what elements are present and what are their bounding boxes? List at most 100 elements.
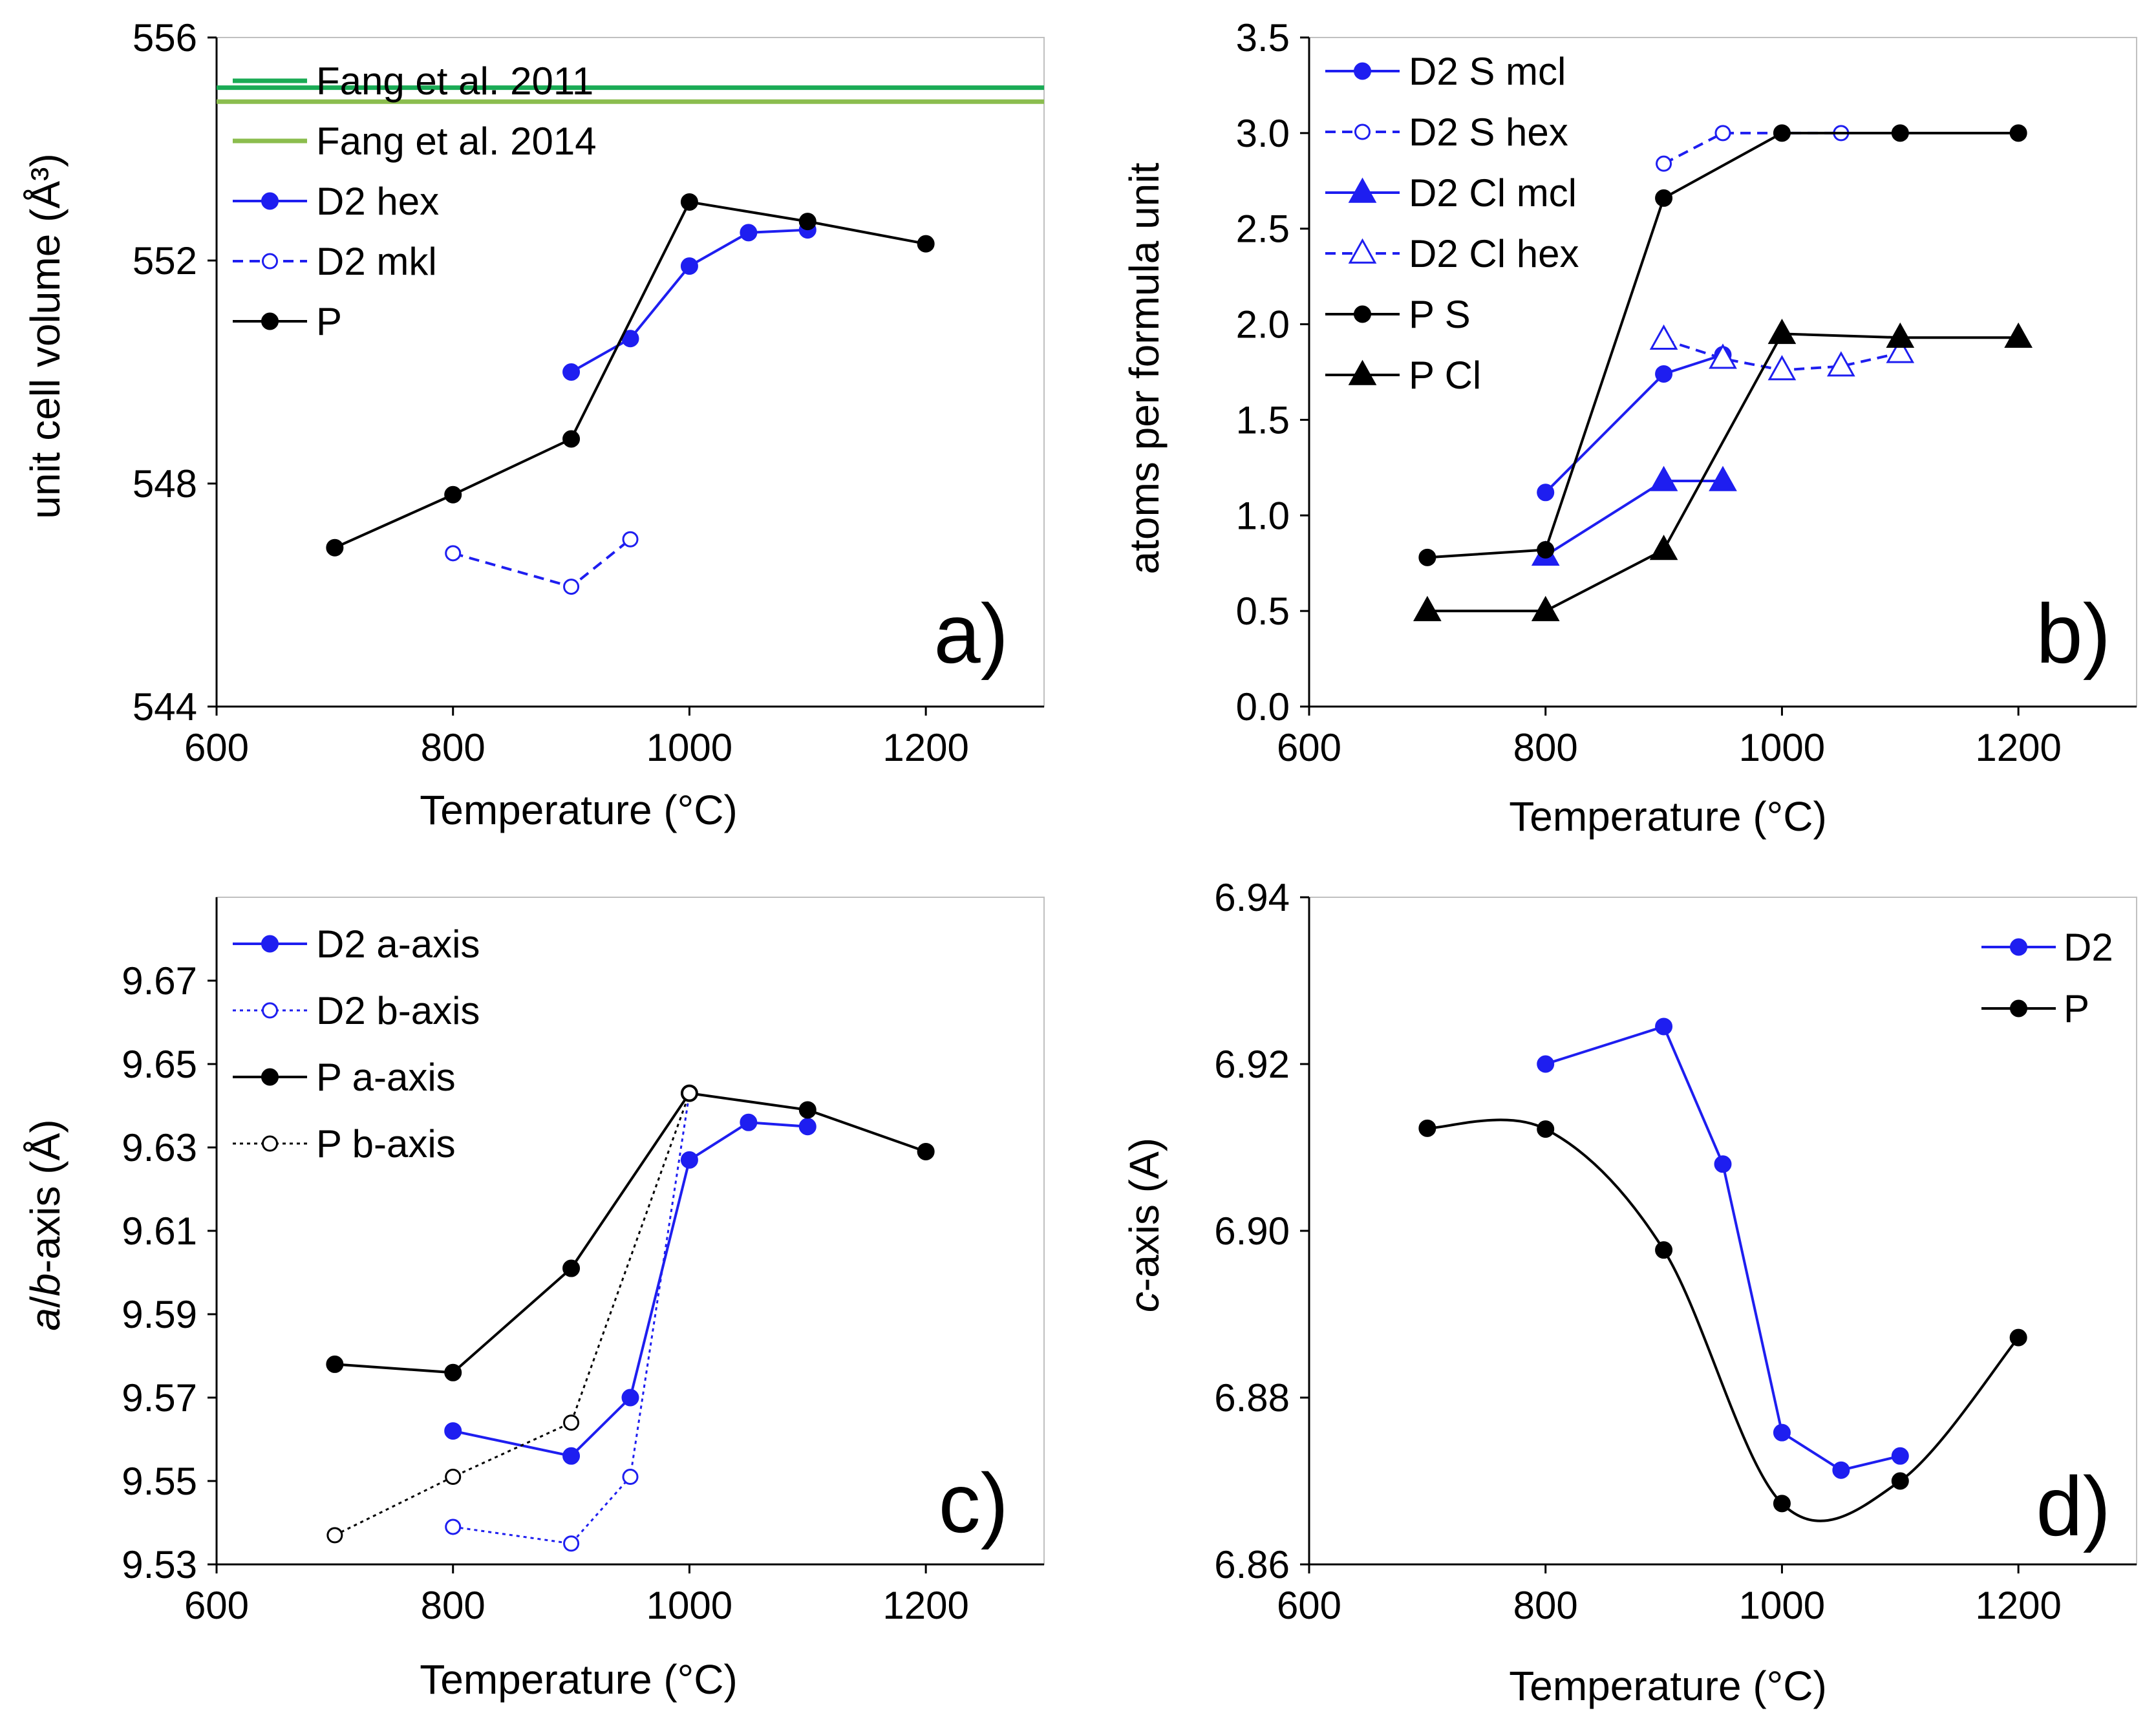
panel-b-series-line-p-s	[1427, 131, 2019, 559]
panel-d-series-d2	[1537, 1017, 1909, 1479]
panel-c-y-tick-label: 9.67	[122, 959, 197, 1003]
panel-c-data-point-d2-a-axis	[444, 1422, 462, 1440]
panel-c-legend-label-p-b-axis: P b-axis	[316, 1122, 456, 1166]
panel-b-label: b)	[2036, 586, 2111, 681]
panel-c-data-point-p-a-axis	[798, 1101, 817, 1119]
panel-c-data-point-p-b-axis	[326, 1527, 343, 1544]
panel-d-data-point-p	[1891, 1472, 1909, 1490]
panel-b-data-point-d2-cl-hex	[1709, 343, 1737, 369]
panel-b-legend-label-d2-cl-hex: D2 Cl hex	[1409, 232, 1579, 275]
panel-a-data-point-d2-hex	[562, 363, 581, 381]
panel-a-data-point-d2-mkl	[563, 579, 580, 595]
panel-b-x-tick-label: 1000	[1739, 726, 1825, 769]
panel-c-label: c)	[939, 1456, 1009, 1550]
panel-b-data-point-p-s	[1537, 541, 1555, 559]
panel-a-legend-label-d2-mkl: D2 mkl	[316, 240, 437, 283]
panel-d-legend-label-d2: D2	[2064, 926, 2113, 969]
panel-c-x-tick-label: 600	[184, 1584, 249, 1627]
panel-d-x-tick-label: 800	[1513, 1584, 1578, 1627]
panel-b-series-d2-cl-hex	[1649, 324, 1915, 381]
panel-a-y-axis-title: unit cell volume (Å³)	[22, 153, 69, 519]
panel-a-legend: Fang et al. 2011 Fang et al. 2014 D2 hex D2…	[233, 59, 597, 343]
panel-d-y-title-rest: -axis (A)	[1121, 1138, 1168, 1292]
panel-a-legend-label-d2-hex: D2 hex	[316, 180, 439, 223]
panel-c-series-line-p-a-axis	[334, 1091, 926, 1374]
panel-b-legend-label-d2-s-mcl: D2 S mcl	[1409, 50, 1566, 93]
panel-c-y-tick-label: 9.59	[122, 1293, 197, 1336]
panel-d-y-axis-title: c-axis (A)	[1121, 1138, 1168, 1312]
panel-c-plot: 9.53 9.55 9.57 9.59 9.61 9.63 9.65 9.67 600 800 10…	[122, 897, 1045, 1627]
panel-a-y-tick-label: 544	[133, 685, 197, 729]
panel-d-data-point-d2	[1773, 1423, 1791, 1442]
panel-c-y-tick-label: 9.55	[122, 1460, 197, 1503]
panel-a-data-point-p	[917, 235, 935, 253]
panel-c-x-axis-title: Temperature (°C)	[420, 1656, 738, 1703]
panel-b-legend-marker-d2-s-mcl	[1354, 62, 1371, 80]
panel-c-legend-marker-d2-a-axis	[261, 935, 279, 953]
panel-b-data-point-d2-cl-hex	[1767, 355, 1797, 381]
panel-a-x-tick-label: 1200	[882, 726, 968, 769]
panel-a-data-point-p	[444, 485, 462, 504]
panel-c-legend-marker-d2-b-axis	[262, 1002, 278, 1019]
panel-b-data-point-p-cl	[1649, 535, 1678, 560]
panel-b-data-point-d2-cl-hex	[1886, 337, 1915, 363]
panel-c-data-point-d2-a-axis	[562, 1447, 581, 1465]
panel-b: 0.0 0.5 1.0 1.5 2.0 2.5 3.0 3.5 600 800 1000 1200 D2…	[1121, 16, 2137, 840]
panel-b-data-point-p-cl	[1531, 595, 1560, 621]
panel-a-legend-marker-d2-hex	[261, 192, 279, 210]
panel-b-data-point-p-cl	[1886, 322, 1915, 348]
panel-c-data-point-d2-b-axis	[622, 1469, 639, 1486]
panel-b-data-point-p-cl	[1767, 318, 1797, 345]
panel-b-legend-marker-d2-cl-mcl	[1348, 177, 1377, 203]
panel-a-legend-marker-p	[261, 312, 279, 330]
panel-b-y-tick-label: 3.5	[1236, 16, 1290, 59]
panel-b-series-p-cl	[1413, 318, 2033, 621]
panel-c-data-point-d2-a-axis	[680, 1151, 698, 1169]
panel-c-legend: D2 a-axis D2 b-axis P a-axis P b-axis	[233, 922, 480, 1166]
panel-b-x-tick-label: 1200	[1975, 726, 2061, 769]
panel-b-legend-label-p-s: P S	[1409, 293, 1471, 336]
panel-c-data-point-p-a-axis	[326, 1355, 344, 1373]
panel-b-data-point-p-cl	[2004, 322, 2033, 348]
panel-a-series-d2-mkl	[445, 531, 639, 595]
panel-c-legend-marker-p-b-axis	[262, 1135, 278, 1152]
panel-c-data-point-p-b-axis	[563, 1414, 580, 1431]
panel-b-x-tick-label: 800	[1513, 726, 1578, 769]
panel-b-data-point-p-s	[1655, 189, 1673, 207]
panel-c-series-line-p-b-axis	[334, 1092, 690, 1537]
panel-b-y-tick-label: 3.0	[1236, 112, 1290, 155]
panel-c-series-line-d2-b-axis	[453, 1092, 690, 1545]
panel-c-legend-marker-p-a-axis	[261, 1068, 279, 1086]
panel-d-data-point-p	[1537, 1120, 1555, 1138]
panel-a-x-tick-label: 1000	[646, 726, 732, 769]
panel-c-legend-label-d2-a-axis: D2 a-axis	[316, 922, 480, 966]
panel-c-y-tick-label: 9.63	[122, 1126, 197, 1169]
panel-c-y-axis-title: a/b-axis (Å)	[22, 1119, 69, 1330]
panel-c-series-p-b-axis	[326, 1085, 698, 1544]
panel-c-y-title-a: a	[22, 1308, 69, 1331]
panel-c-y-tick-label: 9.57	[122, 1376, 197, 1420]
panel-a-plot: 544 548 552 556 600 800 1000 1200 Fang et al. 20…	[133, 16, 1045, 769]
panel-a-data-point-p	[680, 193, 698, 211]
panel-b-y-tick-label: 1.5	[1236, 398, 1290, 442]
panel-c-data-point-p-a-axis	[917, 1142, 935, 1160]
panel-a-data-point-p	[326, 538, 344, 557]
panel-b-y-tick-label: 0.0	[1236, 685, 1290, 729]
panel-b-legend: D2 S mcl D2 S hex D2 Cl mcl D2 Cl hex P S P C…	[1325, 50, 1579, 397]
panel-b-y-tick-label: 2.0	[1236, 303, 1290, 346]
panel-c-data-point-p-a-axis	[444, 1363, 462, 1381]
panel-c-data-point-d2-b-axis	[563, 1535, 580, 1552]
panel-b-data-point-d2-cl-hex	[1827, 351, 1855, 377]
panel-b-data-point-p-s	[1891, 124, 1909, 142]
panel-a-data-point-d2-mkl	[445, 545, 462, 562]
panel-a-x-axis-title: Temperature (°C)	[420, 787, 738, 833]
panel-a-data-point-p	[798, 213, 817, 231]
panel-d-x-tick-label: 600	[1277, 1584, 1341, 1627]
panel-a-series-line-p	[334, 200, 926, 549]
panel-c-data-point-p-a-axis	[562, 1259, 581, 1277]
panel-c-legend-label-p-a-axis: P a-axis	[316, 1056, 456, 1099]
panel-c-series-line-d2-a-axis	[453, 1121, 808, 1458]
panel-a-legend-label-fang-et-al-2014: Fang et al. 2014	[316, 120, 597, 163]
panel-a-data-point-d2-hex	[680, 257, 698, 275]
